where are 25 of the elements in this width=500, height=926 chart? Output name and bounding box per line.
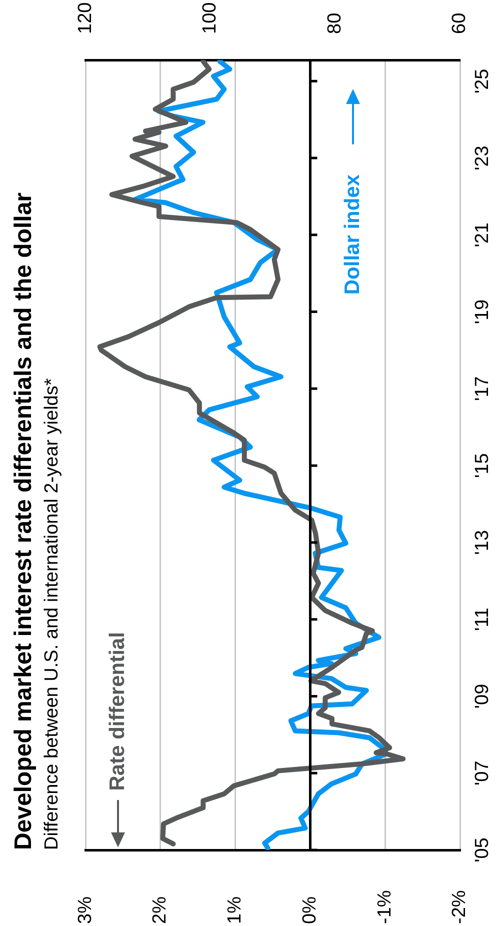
- y-tick-label: '11: [472, 608, 494, 632]
- text: Developed market interest rate differentials and the dollar: [10, 192, 38, 850]
- y-tick-label: '09: [472, 684, 494, 709]
- y-tick-label: '07: [472, 760, 494, 786]
- text: Difference between U.S. and international 2-year yields*: [41, 378, 62, 850]
- y-tick-label: '15: [472, 453, 494, 478]
- y-tick-label: '23: [472, 146, 494, 170]
- y-tick-label: '05: [472, 838, 494, 862]
- x-tick-label: 1%: [224, 896, 246, 924]
- y-tick-label: '17: [472, 376, 494, 402]
- x-tick-label: -2%: [449, 890, 470, 924]
- x-tick-label: -1%: [374, 890, 396, 924]
- x2-tick-label: 100: [200, 2, 221, 34]
- y-tick-label: '21: [472, 222, 494, 248]
- text: Rate differential: [106, 632, 129, 791]
- text: Dollar index: [341, 174, 364, 295]
- x-tick-label: 0%: [299, 896, 320, 924]
- x2-tick-label: 120: [74, 2, 96, 34]
- x-tick-label: 2%: [150, 896, 171, 924]
- x2-tick-label: 60: [449, 12, 470, 34]
- y-tick-label: '25: [472, 68, 494, 94]
- y-tick-label: '13: [472, 530, 494, 555]
- x-tick-label: 3%: [74, 896, 96, 924]
- x2-tick-label: 80: [324, 12, 346, 34]
- y-tick-label: '19: [472, 299, 494, 324]
